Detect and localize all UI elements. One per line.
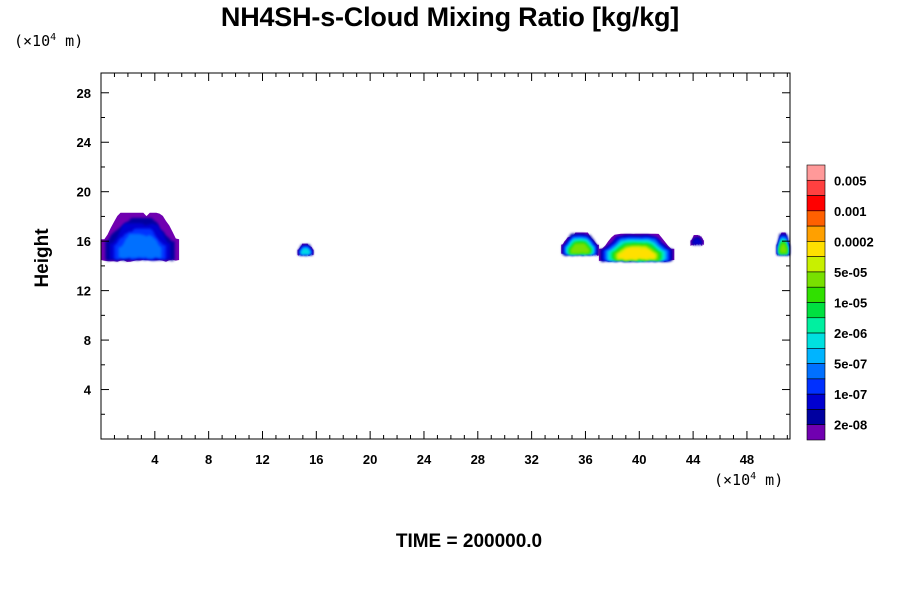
y-tick-label: 12: [77, 284, 91, 299]
colorbar-swatch: [806, 393, 826, 410]
y-tick-label: 20: [77, 185, 91, 200]
x-tick-label: 24: [417, 452, 432, 467]
colorbar-swatch: [806, 424, 826, 441]
colorbar-swatch: [806, 164, 826, 181]
colorbar-label: 5e-05: [834, 265, 867, 280]
cloud-contours: [101, 212, 790, 263]
x-tick-label: 48: [740, 452, 754, 467]
colorbar-swatch: [806, 378, 826, 395]
colorbar-swatch: [806, 286, 826, 303]
cloud-contour-level: [780, 243, 787, 255]
x-tick-label: 28: [471, 452, 485, 467]
x-tick-label: 32: [524, 452, 538, 467]
colorbar-swatch: [806, 241, 826, 257]
colorbar-swatch: [806, 179, 826, 196]
cloud-contour-level: [570, 243, 590, 255]
colorbar-label: 0.0002: [834, 234, 874, 249]
x-tick-label: 16: [309, 452, 323, 467]
time-label: TIME = 200000.0: [395, 531, 543, 552]
colorbar-swatch: [806, 317, 826, 334]
y-tick-label: 16: [77, 234, 91, 249]
colorbar-swatch: [806, 332, 826, 349]
colorbar-swatch: [806, 210, 826, 227]
colorbar-label: 1e-07: [834, 387, 867, 402]
x-axis-unit: (×104 m): [714, 471, 784, 489]
colorbar-swatch: [806, 195, 826, 212]
colorbar-label: 2e-06: [834, 326, 867, 341]
x-tick-label: 40: [632, 452, 646, 467]
y-axis-ticks: 4 8 12 16 20 24 28: [77, 86, 790, 415]
cloud-contour-level: [301, 248, 310, 256]
cloud-contour-level: [692, 238, 702, 246]
colorbar-label: 0.005: [834, 173, 867, 188]
x-tick-label: 44: [686, 452, 701, 467]
cloud-contour-level: [118, 233, 162, 259]
plot-frame: [100, 72, 791, 440]
colorbar-swatch: [806, 363, 826, 380]
colorbar-swatch: [806, 302, 826, 319]
chart-title: NH4SH-s-Cloud Mixing Ratio [kg/kg]: [220, 2, 680, 32]
x-tick-label: 4: [151, 452, 159, 467]
x-tick-label: 36: [578, 452, 592, 467]
x-tick-label: 12: [255, 452, 269, 467]
colorbar-swatch: [806, 225, 826, 242]
colorbar-swatch: [806, 348, 826, 364]
colorbar-swatch: [806, 409, 826, 426]
y-axis-unit: (×104 m): [14, 32, 84, 50]
x-tick-label: 8: [205, 452, 212, 467]
y-tick-label: 28: [77, 86, 91, 101]
colorbar-swatch: [806, 271, 826, 288]
colorbar-swatch: [806, 256, 826, 273]
cloud-contour-level: [618, 247, 655, 261]
colorbar-label: 0.001: [834, 204, 867, 219]
colorbar: 0.005 0.001 0.0002 5e-05 1e-05 2e-06 5e-07 1e-0…: [806, 164, 874, 441]
colorbar-label: 2e-08: [834, 418, 867, 433]
y-tick-label: 8: [84, 333, 91, 348]
x-tick-label: 20: [363, 452, 377, 467]
colorbar-label: 1e-05: [834, 296, 867, 311]
x-axis-ticks: 4 8 12 16 20 24 28 32 36 40 44 48: [113, 73, 788, 467]
y-tick-label: 4: [84, 383, 92, 398]
colorbar-label: 5e-07: [834, 357, 867, 372]
y-tick-label: 24: [77, 135, 92, 150]
